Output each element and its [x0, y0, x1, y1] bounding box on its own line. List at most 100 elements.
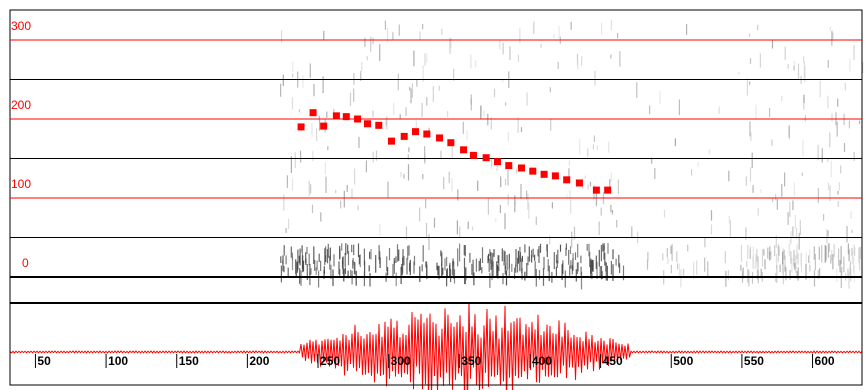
spectrogram-stripe — [311, 122, 313, 138]
spectrogram-stripe — [409, 262, 411, 272]
spectrogram-stripe — [831, 30, 833, 47]
spectrogram-stripe — [555, 266, 557, 277]
spectrogram-stripe — [649, 105, 651, 115]
spectrogram-stripe — [493, 249, 495, 257]
spectrogram-stripe — [507, 170, 509, 186]
spectrogram-stripe — [515, 168, 518, 174]
spectrogram-stripe — [788, 244, 790, 257]
spectrogram-stripe — [421, 264, 423, 272]
spectrogram-stripe — [475, 258, 477, 272]
spectrogram-stripe — [804, 115, 806, 122]
x-tick-label: 350 — [461, 354, 481, 368]
spectrogram-stripe — [364, 37, 366, 48]
spectrogram-stripe — [425, 199, 427, 209]
spectrogram-stripe — [363, 271, 365, 287]
spectrogram-stripe — [593, 135, 595, 142]
spectrogram-stripe — [592, 144, 594, 150]
spectrogram-stripe — [827, 243, 829, 258]
spectrogram-stripe — [481, 247, 484, 263]
spectrogram-stripe — [282, 74, 284, 87]
spectrogram-stripe — [344, 267, 346, 274]
spectrogram-stripe — [796, 244, 798, 259]
spectrogram-stripe — [466, 130, 468, 141]
spectrogram-stripe — [738, 72, 740, 76]
spectrogram-stripe — [568, 168, 570, 178]
spectrogram-stripe — [757, 208, 759, 216]
spectrogram-stripe — [803, 95, 805, 104]
spectrogram-stripe — [441, 253, 443, 263]
spectrogram-stripe — [587, 148, 589, 157]
spectrogram-stripe — [848, 120, 850, 129]
spectrogram-stripe — [387, 181, 389, 199]
spectrogram-stripe — [797, 63, 800, 80]
spectrogram-stripe — [520, 127, 523, 133]
spectrogram-stripe — [291, 178, 294, 191]
spectrogram-stripe — [345, 243, 347, 256]
spectrogram-stripe — [384, 20, 386, 30]
spectrogram-stripe — [519, 247, 521, 262]
spectrogram-stripe — [450, 37, 452, 48]
pitch-point — [320, 122, 328, 130]
spectrogram-stripe — [316, 260, 318, 271]
spectrogram-stripe — [375, 255, 377, 273]
spectrogram-stripe — [308, 253, 310, 266]
spectrogram-stripe — [475, 60, 477, 68]
spectrogram-stripe — [591, 259, 593, 272]
spectrogram-stripe — [353, 73, 355, 85]
spectrogram-stripe — [802, 139, 804, 157]
spectrogram-stripe — [750, 132, 752, 141]
spectrogram-stripe — [747, 268, 749, 283]
spectrogram-stripe — [339, 245, 341, 260]
spectrogram-stripe — [533, 20, 535, 32]
spectrogram-stripe — [295, 261, 297, 277]
spectrogram-stripe — [787, 63, 789, 69]
spectrogram-stripe — [283, 245, 285, 256]
spectrogram-stripe — [745, 227, 747, 240]
spectrogram-stripe — [718, 106, 720, 114]
spectrogram-stripe — [550, 118, 552, 131]
spectrogram-stripe — [359, 254, 361, 268]
spectrogram-stripe — [325, 246, 327, 257]
spectrogram-stripe — [587, 184, 589, 190]
spectrogram-stripe — [369, 251, 371, 259]
x-tick-label: 450 — [603, 354, 623, 368]
spectrogram-stripe — [749, 121, 751, 137]
spectrogram-stripe — [451, 142, 453, 158]
spectrogram-stripe — [854, 247, 856, 256]
spectrogram-stripe — [446, 256, 448, 267]
spectrogram-stripe — [586, 244, 588, 251]
spectrogram-stripe — [425, 222, 428, 238]
spectrogram-stripe — [392, 264, 394, 278]
spectrogram-stripe — [306, 246, 308, 254]
spectrogram-stripe — [301, 245, 303, 253]
spectrogram-stripe — [772, 198, 774, 203]
spectrogram-stripe — [752, 255, 754, 269]
spectrogram-stripe — [600, 245, 602, 262]
x-tick-label: 150 — [179, 354, 199, 368]
y-tick-label: 200 — [11, 98, 31, 112]
spectrogram-stripe — [569, 265, 571, 276]
spectrogram-stripe — [610, 261, 612, 275]
spectrogram-stripe — [327, 243, 329, 258]
spectrogram-stripe — [324, 248, 326, 266]
spectrogram-stripe — [528, 202, 530, 219]
spectrogram-stripe — [566, 194, 568, 199]
spectrogram-stripe — [433, 217, 436, 228]
spectrogram-stripe — [396, 244, 399, 262]
spectrogram-stripe — [840, 271, 842, 288]
spectrogram-stripe — [330, 264, 332, 279]
spectrogram-stripe — [799, 220, 801, 235]
spectrogram-stripe — [833, 244, 835, 258]
pitch-point — [375, 121, 383, 129]
spectrogram-stripe — [774, 245, 776, 257]
spectrogram-stripe — [292, 61, 294, 73]
spectrogram-stripe — [654, 168, 656, 179]
spectrogram-stripe — [781, 263, 784, 274]
spectrogram-stripe — [805, 252, 807, 263]
spectrogram-stripe — [757, 258, 759, 266]
spectrogram-stripe — [789, 239, 791, 246]
spectrogram-stripe — [294, 152, 296, 168]
spectrogram-stripe — [298, 255, 300, 264]
spectrogram-stripe — [693, 261, 695, 279]
